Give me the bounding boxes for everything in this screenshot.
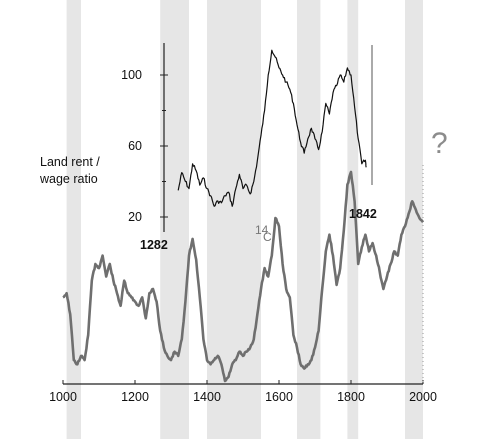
x-tick-label: 1400: [193, 390, 221, 404]
shaded-period-2: [160, 0, 189, 439]
y-tick-label: 60: [128, 139, 142, 153]
c14-label-letter: C: [263, 230, 272, 244]
shaded-periods: [66, 0, 423, 439]
y-tick-label: 20: [128, 210, 142, 224]
shaded-period-5: [347, 0, 359, 439]
c14-label-superscript: 14: [255, 223, 269, 237]
c14-series-line: [62, 170, 425, 383]
shaded-period-6: [405, 0, 423, 439]
shaded-period-3: [207, 0, 261, 439]
label-start-year: 1282: [140, 238, 168, 252]
shaded-period-4: [297, 0, 321, 439]
x-tick-label: 1000: [49, 390, 77, 404]
x-tick-label: 1600: [265, 390, 293, 404]
label-end-year: 1842: [349, 207, 377, 221]
y-tick-label: 100: [121, 68, 142, 82]
ylabel-line2: wage ratio: [39, 172, 98, 186]
land-rent-y-ticks: 20 60 100: [121, 68, 168, 224]
question-mark: ?: [431, 127, 448, 160]
x-tick-label: 1200: [121, 390, 149, 404]
x-tick-label: 1800: [337, 390, 365, 404]
land-rent-series-line: [177, 49, 367, 207]
x-ticks: 1000 1200 1400 1600 1800 2000: [49, 380, 437, 404]
shaded-period-1: [66, 0, 81, 439]
ylabel-line1: Land rent /: [40, 155, 100, 169]
x-tick-label: 2000: [409, 390, 437, 404]
